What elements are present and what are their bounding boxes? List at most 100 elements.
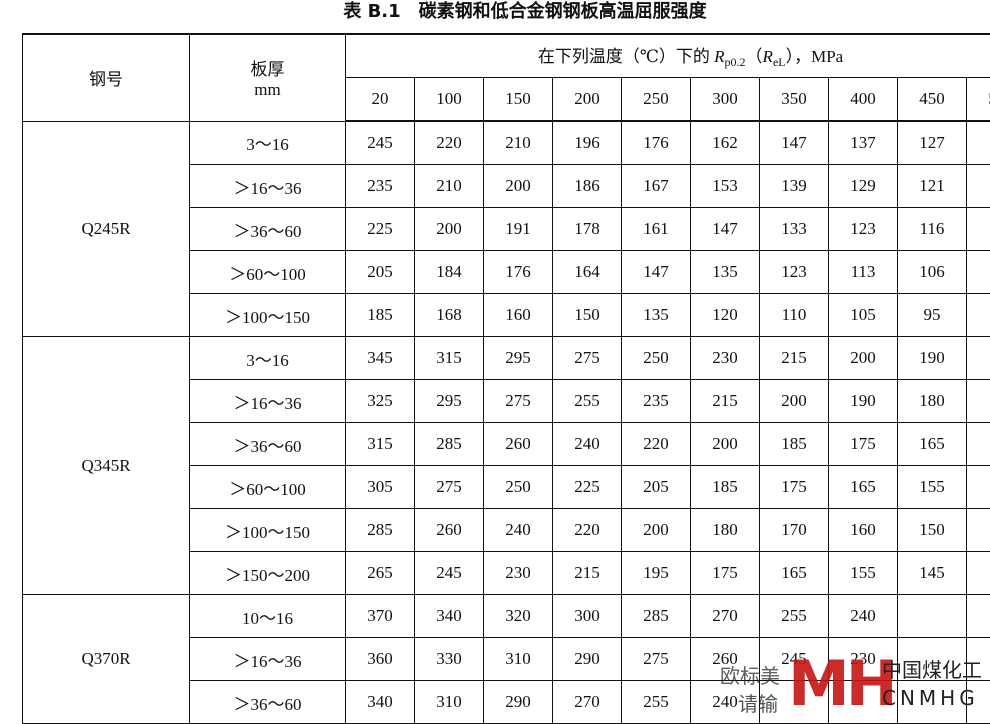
thickness-cell: ＞16～36	[190, 380, 346, 423]
value-cell: 176	[622, 121, 691, 165]
value-cell: 105	[829, 294, 898, 337]
header-temperature: 300	[691, 78, 760, 122]
value-cell: 145	[898, 552, 967, 595]
value-cell: 340	[415, 595, 484, 638]
subscript: eL	[773, 55, 786, 69]
value-cell: 168	[415, 294, 484, 337]
header-thickness-line: mm	[190, 80, 345, 100]
watermark-search: 请输	[738, 688, 778, 717]
watermark: 欧标美 请输 MH 中国煤化工 CNMHG	[680, 648, 990, 719]
value-cell: 196	[553, 121, 622, 165]
value-cell: 139	[760, 165, 829, 208]
value-cell: 165	[760, 552, 829, 595]
value-cell: 116	[898, 208, 967, 251]
value-cell: 235	[346, 165, 415, 208]
value-cell: 210	[484, 121, 553, 165]
value-cell: 215	[553, 552, 622, 595]
value-cell: 147	[760, 121, 829, 165]
value-cell: 200	[829, 337, 898, 380]
label-text: ），MPa	[786, 47, 844, 66]
value-cell: 310	[484, 638, 553, 681]
thickness-cell: 3～16	[190, 337, 346, 380]
value-cell: 250	[484, 466, 553, 509]
thickness-cell: ＞36～60	[190, 423, 346, 466]
value-cell: 270	[553, 681, 622, 724]
value-cell: 330	[415, 638, 484, 681]
value-cell: 230	[691, 337, 760, 380]
value-cell: 106	[898, 251, 967, 294]
value-cell: 245	[346, 121, 415, 165]
value-cell: 175	[829, 423, 898, 466]
header-temp-label: 在下列温度（℃）下的 Rp0.2（ReL），MPa	[346, 34, 990, 78]
value-cell: 235	[622, 380, 691, 423]
value-cell: 150	[898, 509, 967, 552]
value-cell: 370	[346, 595, 415, 638]
value-cell: 290	[484, 681, 553, 724]
value-cell	[967, 165, 990, 208]
value-cell: 190	[829, 380, 898, 423]
symbol: R	[763, 47, 773, 66]
value-cell: 305	[346, 466, 415, 509]
value-cell: 240	[829, 595, 898, 638]
value-cell: 184	[415, 251, 484, 294]
watermark-company: 中国煤化工	[882, 654, 982, 683]
header-temperature: 20	[346, 78, 415, 122]
value-cell: 220	[415, 121, 484, 165]
value-cell: 215	[760, 337, 829, 380]
value-cell	[967, 121, 990, 165]
header-temperature: 100	[415, 78, 484, 122]
value-cell: 167	[622, 165, 691, 208]
value-cell: 110	[760, 294, 829, 337]
value-cell: 240	[553, 423, 622, 466]
value-cell: 185	[346, 294, 415, 337]
value-cell: 176	[484, 251, 553, 294]
value-cell: 205	[622, 466, 691, 509]
value-cell: 315	[415, 337, 484, 380]
value-cell: 255	[553, 380, 622, 423]
value-cell: 225	[553, 466, 622, 509]
value-cell: 133	[760, 208, 829, 251]
value-cell: 95	[898, 294, 967, 337]
thickness-cell: ＞60～100	[190, 251, 346, 294]
grade-cell: Q245R	[23, 121, 190, 337]
value-cell: 164	[553, 251, 622, 294]
thickness-cell: ＞60～100	[190, 466, 346, 509]
value-cell	[967, 208, 990, 251]
value-cell: 290	[553, 638, 622, 681]
value-cell: 200	[622, 509, 691, 552]
thickness-cell: ＞100～150	[190, 294, 346, 337]
value-cell	[967, 466, 990, 509]
header-thickness-line: 板厚	[190, 55, 345, 80]
value-cell: 240	[484, 509, 553, 552]
value-cell: 175	[760, 466, 829, 509]
value-cell: 295	[484, 337, 553, 380]
value-cell: 155	[898, 466, 967, 509]
value-cell	[967, 251, 990, 294]
value-cell: 147	[622, 251, 691, 294]
thickness-cell: ＞16～36	[190, 165, 346, 208]
value-cell: 150	[553, 294, 622, 337]
value-cell: 147	[691, 208, 760, 251]
value-cell: 245	[415, 552, 484, 595]
value-cell: 285	[415, 423, 484, 466]
value-cell: 186	[553, 165, 622, 208]
thickness-cell: ＞36～60	[190, 681, 346, 724]
value-cell	[967, 509, 990, 552]
value-cell: 129	[829, 165, 898, 208]
value-cell: 153	[691, 165, 760, 208]
value-cell: 191	[484, 208, 553, 251]
value-cell: 260	[415, 509, 484, 552]
value-cell: 175	[691, 552, 760, 595]
value-cell: 123	[760, 251, 829, 294]
value-cell: 285	[622, 595, 691, 638]
value-cell: 285	[346, 509, 415, 552]
value-cell: 340	[346, 681, 415, 724]
value-cell: 180	[898, 380, 967, 423]
value-cell: 205	[346, 251, 415, 294]
value-cell: 170	[760, 509, 829, 552]
value-cell	[967, 595, 990, 638]
